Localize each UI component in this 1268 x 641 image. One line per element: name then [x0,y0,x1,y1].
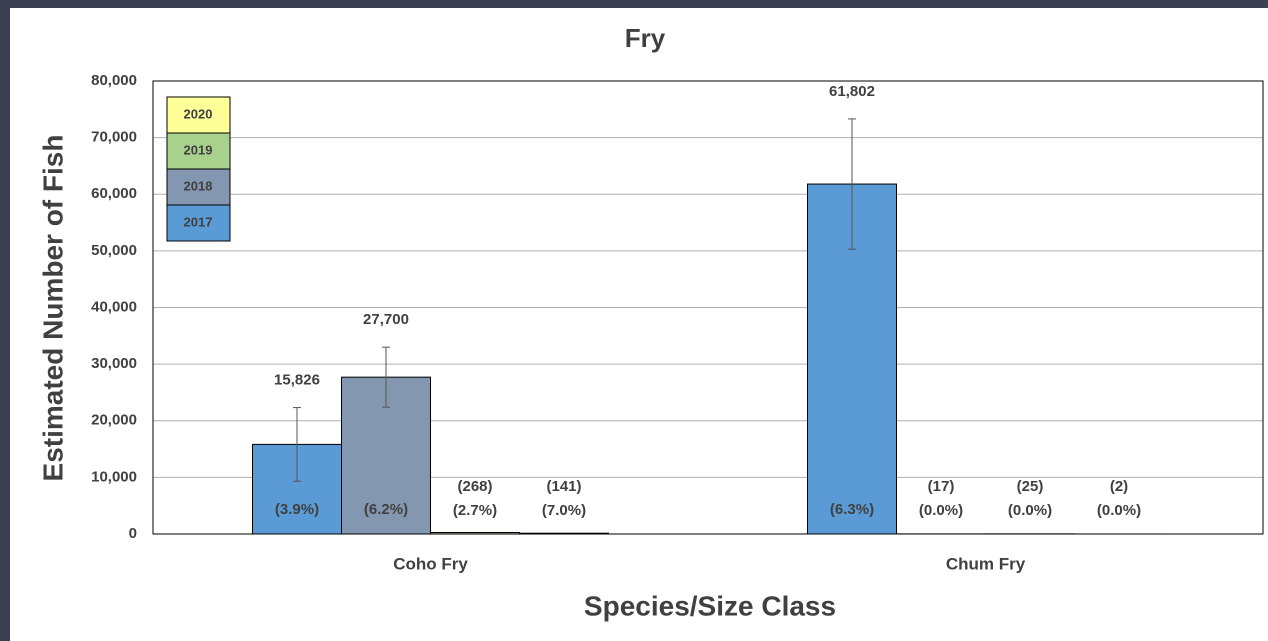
legend-swatch [166,132,231,170]
y-tick-label: 50,000 [91,242,137,259]
percent-label: (0.0%) [1097,502,1141,519]
percent-label: (2.7%) [453,502,497,519]
y-tick-label: 20,000 [91,412,137,429]
y-tick-label: 60,000 [91,185,137,202]
x-axis-label: Species/Size Class [584,590,836,621]
plot-border [152,80,1264,535]
value-label: (268) [457,478,492,495]
legend-swatch [166,168,231,206]
y-tick-label: 0 [129,525,137,542]
percent-label: (3.9%) [275,501,319,518]
y-tick-label: 70,000 [91,129,137,146]
y-tick-label: 80,000 [91,72,137,89]
percent-label: (0.0%) [919,502,963,519]
percent-label: (0.0%) [1008,502,1052,519]
y-tick-label: 30,000 [91,355,137,372]
value-label: (25) [1017,478,1044,495]
percent-label: (6.2%) [364,501,408,518]
percent-label: (6.3%) [830,501,874,518]
value-label: 61,802 [829,83,875,100]
percent-label: (7.0%) [542,502,586,519]
y-tick-label: 40,000 [91,298,137,315]
x-tick-label: Coho Fry [393,554,468,573]
value-label: (2) [1110,478,1128,495]
x-tick-label: Chum Fry [946,554,1026,573]
legend-swatch [166,96,231,134]
value-label: (141) [546,478,581,495]
value-label: (17) [928,478,955,495]
bar [430,531,520,535]
value-label: 27,700 [363,311,409,328]
legend-label: 2017 [184,214,213,229]
legend-label: 2018 [184,178,213,193]
legend-label: 2020 [184,106,213,121]
legend-label: 2019 [184,142,213,157]
y-axis-label: Estimated Number of Fish [37,135,68,482]
value-label: 15,826 [274,372,320,389]
bar [519,532,609,535]
legend-swatch [166,204,231,242]
y-tick-label: 10,000 [91,468,137,485]
chart-title: Fry [625,23,666,53]
